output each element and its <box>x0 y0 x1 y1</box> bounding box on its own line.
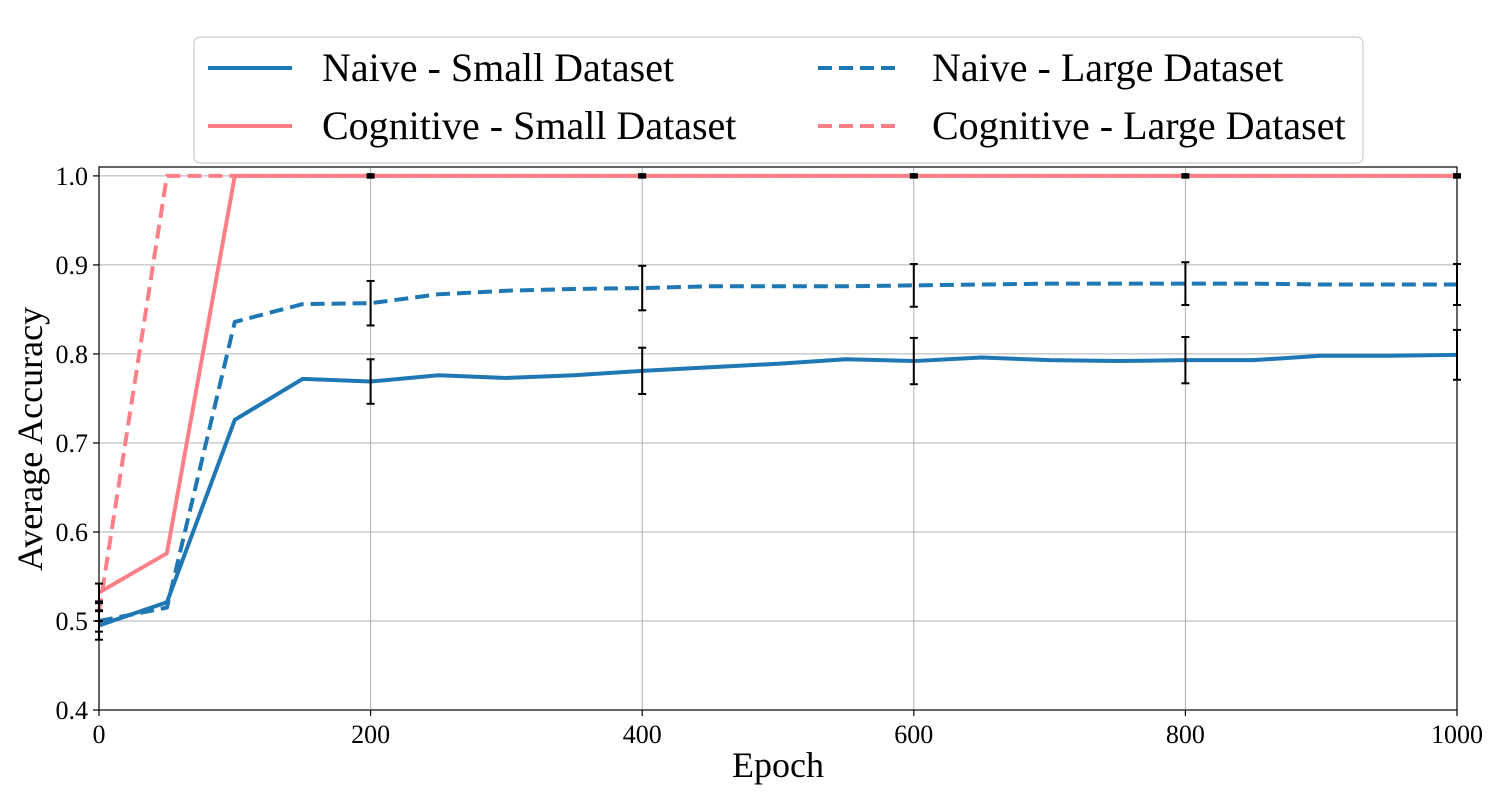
legend-item-naive-large-dataset: Naive - Large Dataset <box>818 45 1283 90</box>
legend-label: Cognitive - Large Dataset <box>932 103 1346 148</box>
error-bar-cognitive-large-dataset <box>1181 174 1190 178</box>
x-tick-label: 1000 <box>1431 720 1483 749</box>
legend-label: Cognitive - Small Dataset <box>322 103 736 148</box>
plot-frame <box>98 166 1458 711</box>
error-bar-naive-large-dataset <box>1181 261 1190 306</box>
error-bar-naive-small-dataset <box>1181 336 1190 385</box>
series-line-cognitive-large-dataset <box>97 173 1457 613</box>
legend-item-cognitive-small-dataset: Cognitive - Small Dataset <box>208 103 736 148</box>
axis-ticks: 0 200 400 600 800 1000 0.4 0.5 0.6 0.7 0.8 0.9 1.0 <box>56 162 1484 749</box>
legend-box <box>193 36 1364 164</box>
legend-label: Naive - Small Dataset <box>322 45 674 90</box>
y-tick-label: 0.8 <box>56 340 89 369</box>
x-tick-label: 400 <box>623 720 662 749</box>
series-line-naive-small-dataset <box>98 352 1458 628</box>
series-lines <box>97 173 1458 628</box>
legend-item-cognitive-large-dataset: Cognitive - Large Dataset <box>818 103 1346 148</box>
x-tick-label: 0 <box>93 720 106 749</box>
error-bar-naive-large-dataset <box>638 264 647 312</box>
x-tick-label: 800 <box>1166 720 1205 749</box>
error-bar-cognitive-large-dataset <box>638 174 647 178</box>
x-axis-title: Epoch <box>732 745 824 785</box>
error-bar-naive-small-dataset <box>638 346 647 395</box>
x-tick-label: 600 <box>894 720 933 749</box>
y-tick-label: 0.6 <box>56 518 89 547</box>
y-tick-label: 0.9 <box>56 251 89 280</box>
y-axis-title: Average Accuracy <box>10 307 50 571</box>
error-bar-naive-small-dataset <box>909 336 918 386</box>
legend-label: Naive - Large Dataset <box>932 45 1283 90</box>
series-line-naive-large-dataset <box>98 281 1457 623</box>
error-bar-naive-small-dataset <box>366 358 375 405</box>
error-bar-naive-large-dataset <box>366 279 375 327</box>
legend: Naive - Small Dataset Naive - Large Datas… <box>193 36 1364 164</box>
error-bar-cognitive-large-dataset <box>366 174 375 178</box>
y-tick-label: 0.5 <box>56 607 89 636</box>
legend-item-naive-small-dataset: Naive - Small Dataset <box>208 45 674 90</box>
y-tick-label: 0.7 <box>56 429 89 458</box>
y-tick-label: 0.4 <box>56 696 89 725</box>
error-bar-naive-large-dataset <box>909 263 918 308</box>
x-tick-label: 200 <box>351 720 390 749</box>
error-bar-cognitive-large-dataset <box>909 174 918 178</box>
y-tick-label: 1.0 <box>56 162 89 191</box>
